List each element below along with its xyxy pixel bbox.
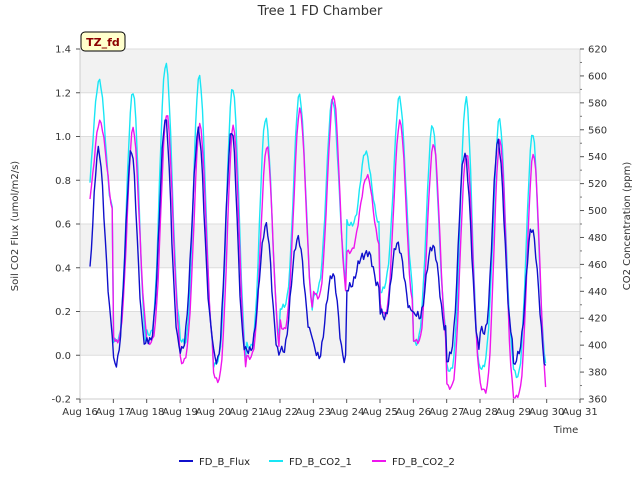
- x-tick-label: Aug 23: [296, 407, 331, 418]
- y-left-tick-label: 1.4: [55, 45, 71, 56]
- x-axis-label: Time: [553, 425, 578, 436]
- y-left-tick-label: 0.6: [55, 220, 71, 231]
- x-tick-label: Aug 25: [362, 407, 397, 418]
- tz-badge-label: TZ_fd: [86, 36, 120, 49]
- y-right-tick-label: 540: [588, 152, 607, 163]
- y-left-tick-label: 0.0: [55, 351, 71, 362]
- chart-title: Tree 1 FD Chamber: [257, 4, 383, 19]
- background-band: [80, 311, 580, 356]
- legend-label-fd-b-flux: FD_B_Flux: [199, 457, 250, 468]
- y-right-tick-label: 520: [588, 179, 607, 190]
- y-right-tick-label: 400: [588, 341, 607, 352]
- x-tick-label: Aug 27: [429, 407, 464, 418]
- series-line-fd-b-flux: [89, 119, 547, 368]
- y-right-tick-label: 480: [588, 233, 607, 244]
- y-right-tick-label: 560: [588, 125, 607, 136]
- y-right-tick-label: 500: [588, 206, 607, 217]
- x-tick-label: Aug 22: [262, 407, 297, 418]
- y-left-tick-label: 1.0: [55, 132, 71, 143]
- legend: FD_B_Flux FD_B_CO2_1 FD_B_CO2_2: [179, 457, 455, 468]
- y-left-axis-ticks: -0.2 0.0 0.2 0.4 0.6 0.8 1.0 1.2 1.4: [51, 45, 80, 406]
- y-right-axis-label: CO2 Concentration (ppm): [622, 162, 633, 291]
- x-tick-label: Aug 18: [129, 407, 164, 418]
- y-right-tick-label: 380: [588, 368, 607, 379]
- x-tick-label: Aug 30: [529, 407, 564, 418]
- x-tick-label: Aug 20: [196, 407, 231, 418]
- x-tick-label: Aug 16: [62, 407, 97, 418]
- series-lines: [89, 62, 547, 400]
- y-right-tick-label: 360: [588, 395, 607, 406]
- y-right-tick-label: 460: [588, 260, 607, 271]
- y-left-tick-label: -0.2: [51, 395, 71, 406]
- background-band: [80, 49, 580, 93]
- y-right-tick-label: 420: [588, 314, 607, 325]
- y-left-tick-label: 1.2: [55, 88, 71, 99]
- background-band: [80, 355, 580, 399]
- background-band: [80, 224, 580, 268]
- y-right-tick-label: 580: [588, 98, 607, 109]
- legend-label-fd-b-co2-1: FD_B_CO2_1: [289, 457, 352, 468]
- x-tick-label: Aug 26: [396, 407, 431, 418]
- series-line-fd-b-co2-1: [89, 62, 547, 379]
- y-right-tick-label: 620: [588, 45, 607, 56]
- series-line-fd-b-co2-2: [89, 95, 547, 400]
- x-tick-label: Aug 21: [229, 407, 264, 418]
- x-tick-label: Aug 17: [96, 407, 131, 418]
- legend-label-fd-b-co2-2: FD_B_CO2_2: [392, 457, 455, 468]
- y-right-tick-label: 600: [588, 71, 607, 82]
- y-right-tick-label: 440: [588, 287, 607, 298]
- y-right-axis-ticks: 360 380 400 420 440 460 480 500 520 540 560 580 600 6…: [580, 45, 607, 406]
- y-left-tick-label: 0.8: [55, 176, 71, 187]
- x-tick-label: Aug 24: [329, 407, 364, 418]
- tz-badge: TZ_fd: [80, 31, 126, 52]
- x-tick-label: Aug 19: [162, 407, 197, 418]
- y-left-axis-label: Soil CO2 Flux (umol/m2/s): [10, 161, 21, 291]
- y-left-tick-label: 0.4: [55, 263, 71, 274]
- background-band: [80, 267, 580, 312]
- x-tick-label: Aug 29: [496, 407, 531, 418]
- x-tick-label: Aug 28: [462, 407, 497, 418]
- y-left-tick-label: 0.2: [55, 307, 71, 318]
- tz-badge-box: [80, 31, 126, 52]
- x-tick-label: Aug 31: [562, 407, 597, 418]
